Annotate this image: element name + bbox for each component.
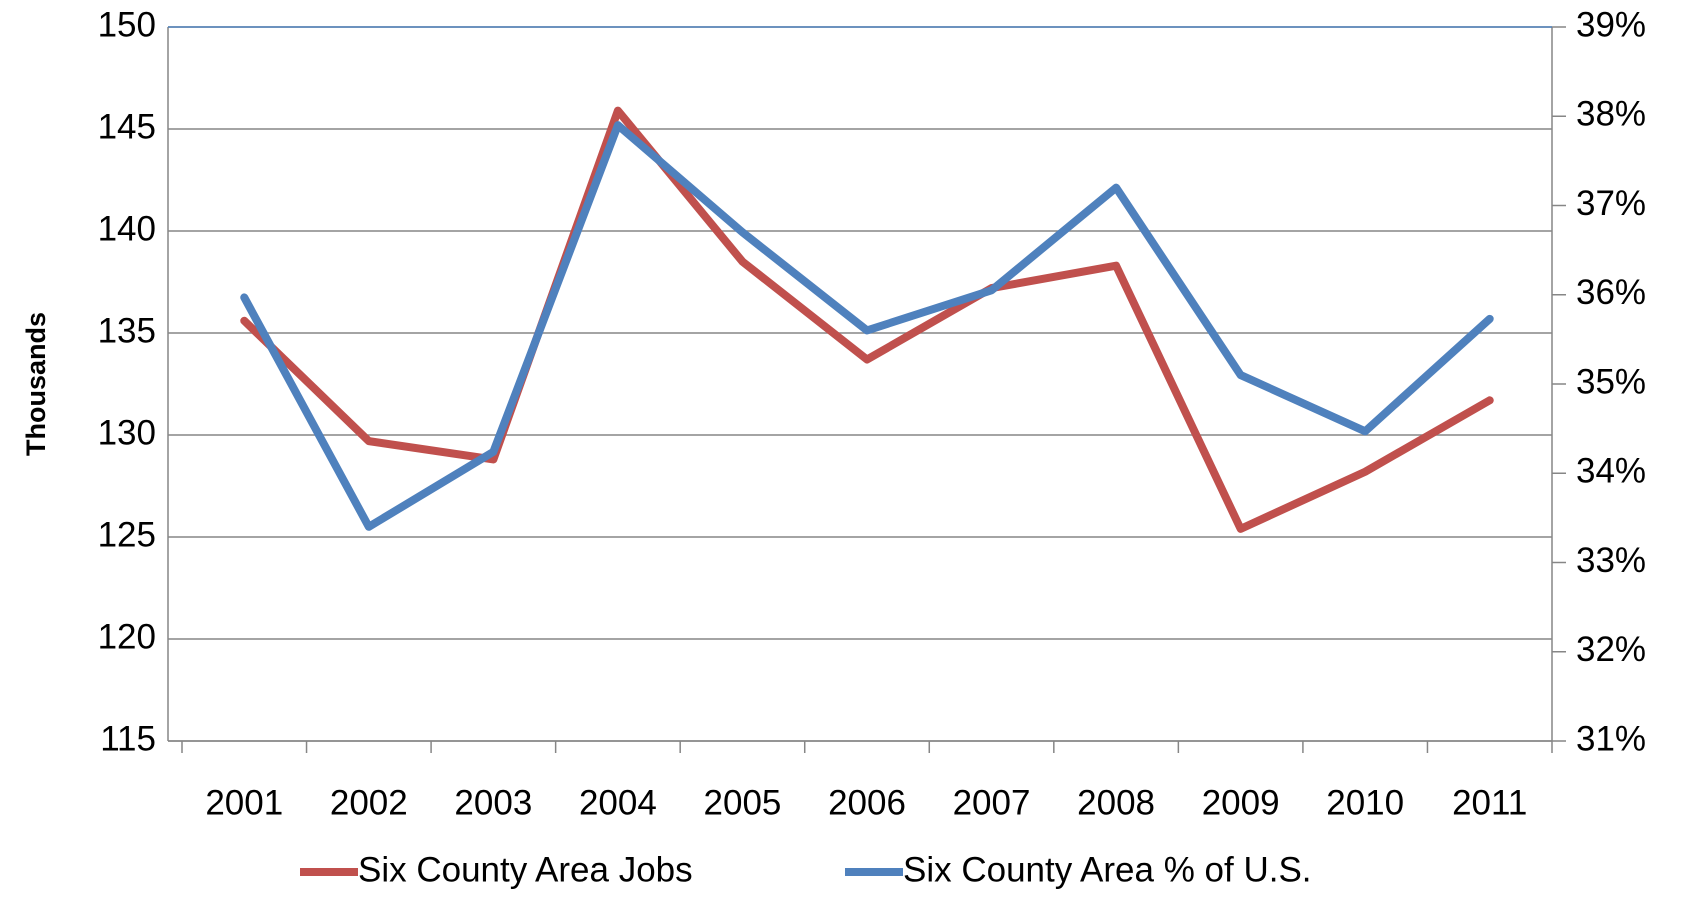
x-tick-label: 2006 [828, 783, 906, 822]
legend-label: Six County Area Jobs [358, 850, 693, 889]
y2-tick-label: 39% [1576, 5, 1646, 44]
x-tick-label: 2003 [454, 783, 532, 822]
x-tick-label: 2004 [579, 783, 657, 822]
y2-tick-label: 36% [1576, 273, 1646, 312]
y-tick-label: 130 [98, 413, 156, 452]
y-tick-label: 150 [98, 5, 156, 44]
x-tick-label: 2010 [1326, 783, 1404, 822]
x-tick-label: 2011 [1452, 783, 1527, 822]
y2-tick-label: 35% [1576, 362, 1646, 401]
y2-tick-label: 38% [1576, 95, 1646, 134]
legend-label: Six County Area % of U.S. [903, 850, 1312, 889]
y2-tick-label: 31% [1576, 719, 1646, 758]
y-axis-label: Thousands [21, 312, 51, 456]
y2-tick-label: 33% [1576, 541, 1646, 580]
y-tick-label: 120 [98, 617, 156, 656]
y-tick-label: 125 [98, 515, 156, 554]
x-tick-label: 2009 [1202, 783, 1280, 822]
y2-tick-label: 37% [1576, 184, 1646, 223]
y-tick-label: 145 [98, 107, 156, 146]
x-tick-label: 2001 [205, 783, 283, 822]
series-line [240, 121, 1494, 531]
x-tick-label: 2005 [704, 783, 782, 822]
x-tick-label: 2007 [953, 783, 1031, 822]
x-tick-label: 2002 [330, 783, 408, 822]
y2-tick-label: 32% [1576, 630, 1646, 669]
y2-tick-label: 34% [1576, 452, 1646, 491]
series-line [240, 106, 1494, 533]
x-tick-label: 2008 [1077, 783, 1155, 822]
y-tick-label: 115 [100, 719, 156, 758]
y-tick-label: 135 [98, 311, 156, 350]
y-tick-label: 140 [98, 209, 156, 248]
